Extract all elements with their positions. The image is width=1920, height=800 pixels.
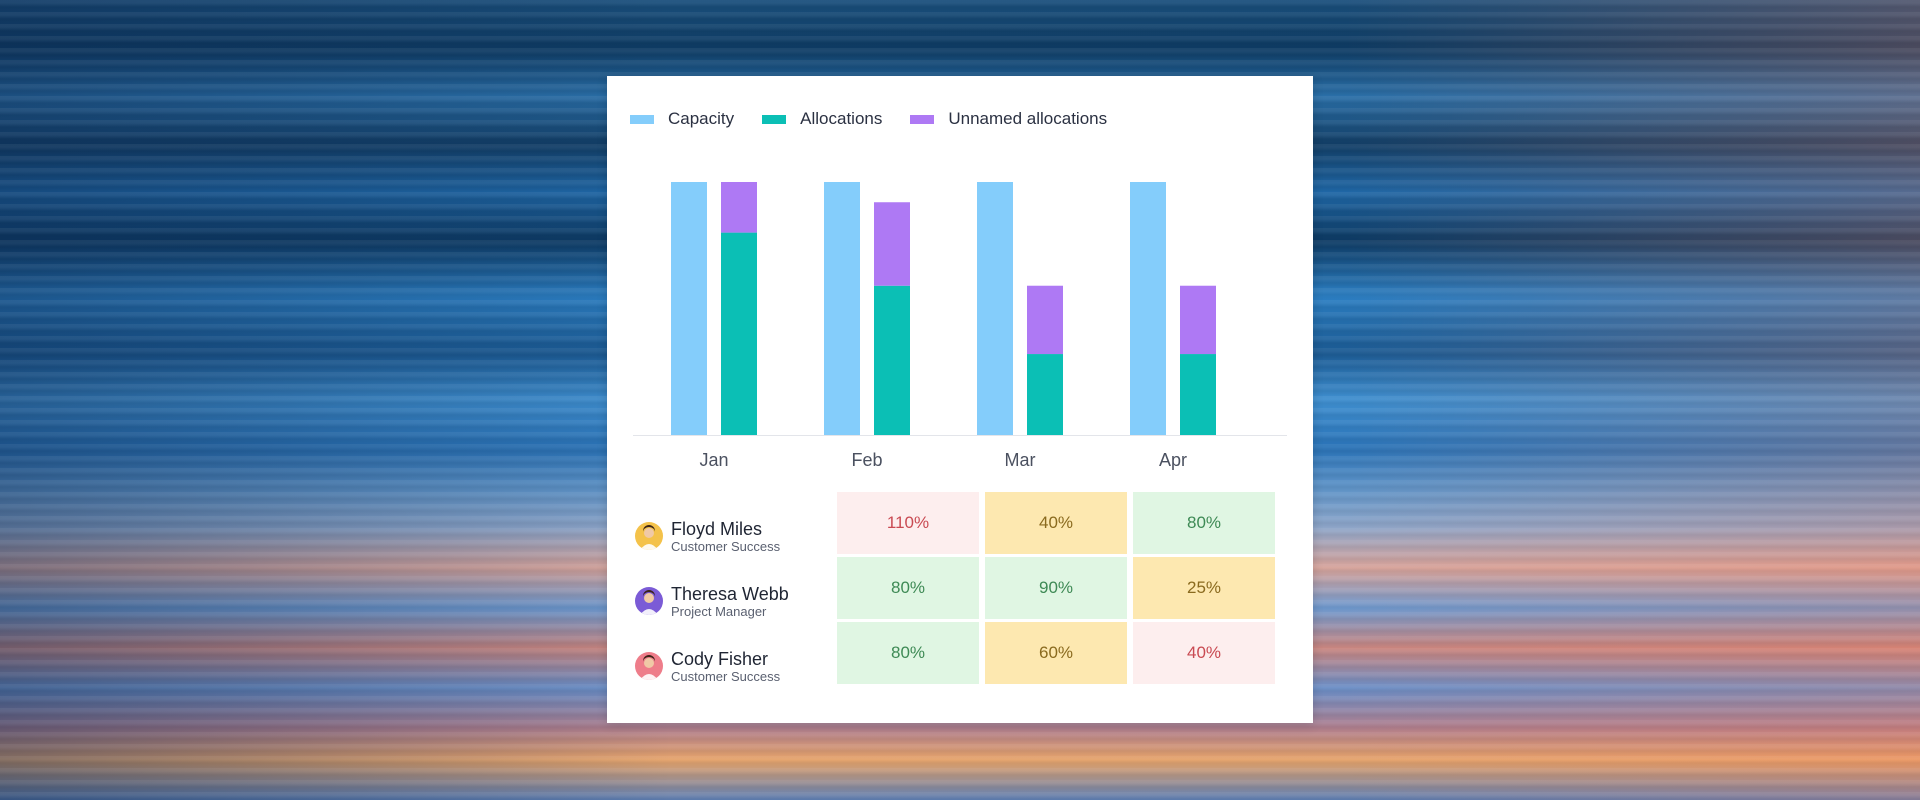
legend-swatch-unnamed [910,114,935,124]
x-tick-label-jan: Jan [699,450,728,470]
allocation-cell: 90% [985,557,1127,619]
legend-label-capacity: Capacity [668,109,735,128]
bar-capacity-apr [1130,182,1166,435]
person-role: Project Manager [671,603,767,619]
allocation-cell: 60% [985,622,1127,684]
allocation-cell: 40% [985,492,1127,554]
bar-allocations-apr [1180,354,1216,435]
person-row: Theresa Webb Project Manager [635,571,865,631]
person-avatar-icon [635,652,663,680]
allocation-cell: 110% [837,492,979,554]
legend-item-unnamed: Unnamed allocations [910,109,1107,129]
x-tick-label-feb: Feb [851,450,882,470]
bar-allocations-feb [874,285,910,435]
legend-item-allocations: Allocations [762,109,882,129]
bar-allocations-jan [721,232,757,435]
bar-allocations-mar [1027,354,1063,435]
bar-chart: Jan Feb Mar Apr [633,182,1287,470]
legend-swatch-allocations [762,114,787,124]
person-role: Customer Success [671,538,781,554]
allocation-cell: 25% [1133,557,1275,619]
x-tick-label-mar: Mar [1005,450,1036,470]
bar-unnamed-mar [1027,285,1063,355]
person-name: Floyd Miles [671,518,763,539]
bar-unnamed-feb [874,202,910,286]
person-role: Customer Success [671,668,781,684]
chart-legend: Capacity Allocations Unnamed allocations [630,109,1135,129]
capacity-card: Capacity Allocations Unnamed allocations… [607,76,1313,723]
person-row: Floyd Miles Customer Success [635,506,865,566]
person-name: Cody Fisher [671,648,769,669]
allocation-cell: 80% [1133,492,1275,554]
legend-label-unnamed: Unnamed allocations [948,109,1108,128]
legend-label-allocations: Allocations [800,109,883,128]
bar-capacity-feb [824,182,860,435]
person-avatar-icon [635,587,663,615]
bar-capacity-mar [977,182,1013,435]
x-tick-label-apr: Apr [1159,450,1187,470]
allocation-cell: 80% [837,557,979,619]
legend-item-capacity: Capacity [630,109,734,129]
allocation-cell: 40% [1133,622,1275,684]
allocation-cell: 80% [837,622,979,684]
person-avatar-icon [635,522,663,550]
bar-unnamed-apr [1180,285,1216,355]
person-row: Cody Fisher Customer Success [635,636,865,696]
bar-unnamed-jan [721,182,757,233]
bar-capacity-jan [671,182,707,435]
legend-swatch-capacity [630,114,654,124]
person-name: Theresa Webb [671,583,789,604]
